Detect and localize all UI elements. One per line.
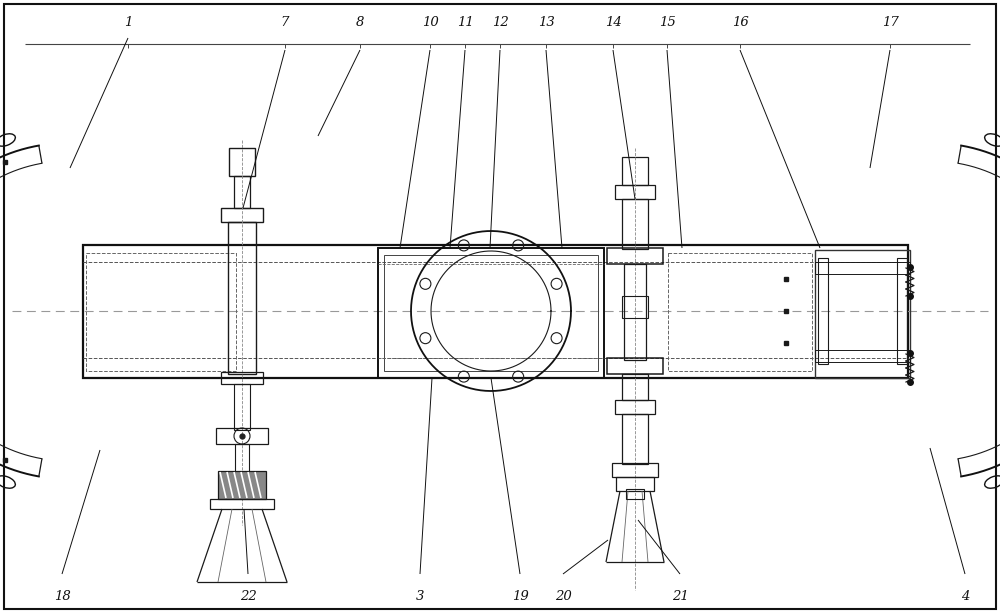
Text: 17: 17 [882, 15, 898, 28]
Bar [229, 148, 255, 176]
Bar [607, 248, 663, 264]
Bar [626, 489, 644, 499]
Bar [384, 255, 598, 371]
Bar [221, 372, 263, 384]
Bar [607, 358, 663, 374]
Bar [815, 350, 910, 362]
Bar [897, 258, 907, 364]
Text: 16: 16 [732, 15, 748, 28]
Bar [815, 262, 910, 274]
Text: 15: 15 [659, 15, 675, 28]
Bar [622, 414, 648, 464]
Bar [216, 428, 268, 444]
Text: 11: 11 [457, 15, 473, 28]
Text: 21: 21 [672, 590, 688, 603]
Bar [210, 499, 274, 509]
Bar [86, 253, 236, 371]
Text: 3: 3 [416, 590, 424, 603]
Text: 10: 10 [422, 15, 438, 28]
Bar [622, 157, 648, 185]
Text: 7: 7 [281, 15, 289, 28]
Bar [615, 400, 655, 414]
Text: 19: 19 [512, 590, 528, 603]
Bar [668, 253, 812, 371]
Bar [218, 471, 266, 499]
Text: 18: 18 [54, 590, 70, 603]
Bar [622, 296, 648, 318]
Text: 22: 22 [240, 590, 256, 603]
Bar [818, 258, 828, 364]
Text: 8: 8 [356, 15, 364, 28]
Text: 4: 4 [961, 590, 969, 603]
Text: 12: 12 [492, 15, 508, 28]
Text: 20: 20 [555, 590, 571, 603]
Bar [612, 463, 658, 477]
Bar [378, 248, 604, 378]
Bar [815, 250, 910, 378]
Bar [234, 176, 250, 208]
Bar [235, 444, 249, 472]
Bar [616, 477, 654, 491]
Bar [622, 374, 648, 400]
Bar [228, 222, 256, 374]
Bar [83, 245, 908, 378]
Text: 1: 1 [124, 15, 132, 28]
Bar [234, 384, 250, 430]
Bar [624, 264, 646, 360]
Bar [615, 185, 655, 199]
Bar [622, 199, 648, 249]
Bar [221, 208, 263, 222]
Text: 14: 14 [605, 15, 621, 28]
Text: 13: 13 [538, 15, 554, 28]
